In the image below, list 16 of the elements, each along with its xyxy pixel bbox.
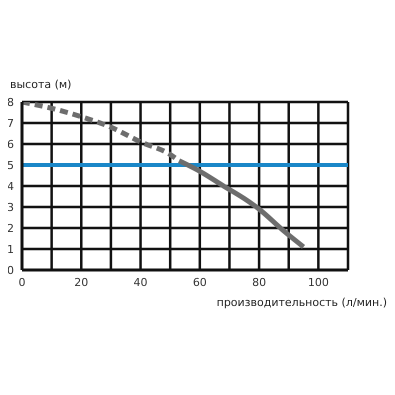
y-tick-label: 1 [7, 242, 14, 256]
x-tick-label: 100 [308, 276, 329, 289]
y-tick-label: 2 [7, 222, 14, 235]
y-tick-label: 5 [7, 158, 14, 172]
x-axis-title: производительность (л/мин.) [216, 296, 387, 309]
y-tick-label: 7 [7, 116, 14, 130]
y-tick-label: 8 [7, 96, 14, 109]
x-tick-label: 20 [74, 276, 88, 289]
x-tick-label: 60 [192, 276, 207, 289]
y-axis-title: высота (м) [10, 78, 72, 93]
x-tick-label: 0 [18, 276, 26, 289]
y-tick-label: 0 [7, 264, 14, 277]
y-tick-label: 3 [7, 200, 14, 214]
x-tick-label: 40 [134, 276, 148, 289]
y-tick-label: 6 [7, 138, 14, 151]
x-tick-label: 80 [252, 276, 266, 289]
